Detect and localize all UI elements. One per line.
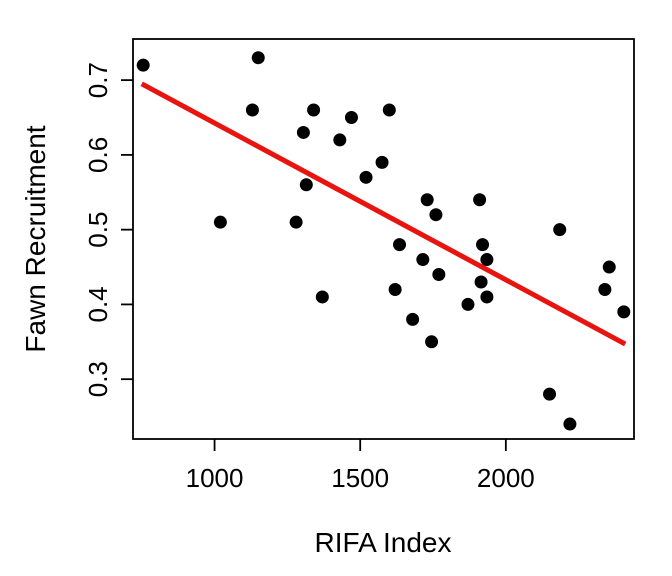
data-point: [289, 215, 303, 229]
data-point: [473, 193, 487, 207]
data-point: [474, 275, 488, 289]
data-point: [307, 103, 321, 117]
y-tick-label: 0.4: [83, 286, 113, 322]
y-axis: 0.3 0.4 0.5 0.6 0.7: [83, 62, 133, 397]
data-point: [480, 290, 494, 304]
data-point: [393, 238, 407, 252]
x-tick-label: 1500: [331, 463, 389, 493]
data-point: [245, 103, 259, 117]
data-point: [344, 111, 358, 125]
data-point: [251, 51, 265, 65]
data-points: [136, 51, 631, 431]
data-point: [213, 215, 227, 229]
x-axis-label: RIFA Index: [315, 527, 452, 558]
data-point: [136, 58, 150, 72]
data-point: [296, 125, 310, 139]
data-point: [315, 290, 329, 304]
data-point: [563, 417, 577, 431]
data-point: [553, 223, 567, 237]
fit-line-layer: [140, 81, 627, 347]
data-point: [598, 282, 612, 296]
y-tick-label: 0.6: [83, 137, 113, 173]
x-axis: 1000 1500 2000: [186, 439, 535, 493]
data-point: [425, 335, 439, 349]
data-point: [375, 155, 389, 169]
plot-frame: [132, 38, 635, 440]
data-point: [333, 133, 347, 147]
data-point: [359, 170, 373, 184]
x-tick-label: 1000: [186, 463, 244, 493]
y-axis-label: Fawn Recruitment: [20, 125, 51, 352]
y-tick-label: 0.3: [83, 361, 113, 397]
data-point: [406, 312, 420, 326]
data-point: [388, 282, 402, 296]
data-point: [416, 253, 430, 267]
x-tick-label: 2000: [477, 463, 535, 493]
regression-line: [140, 81, 627, 347]
data-point: [617, 305, 631, 319]
data-point: [429, 208, 443, 222]
data-point: [432, 268, 446, 282]
data-point: [602, 260, 616, 274]
data-point: [382, 103, 396, 117]
data-point: [543, 387, 557, 401]
data-point: [420, 193, 434, 207]
data-point: [480, 253, 494, 267]
data-point: [299, 178, 313, 192]
y-tick-label: 0.5: [83, 212, 113, 248]
data-point: [461, 297, 475, 311]
data-point: [476, 238, 490, 252]
y-tick-label: 0.7: [83, 62, 113, 98]
